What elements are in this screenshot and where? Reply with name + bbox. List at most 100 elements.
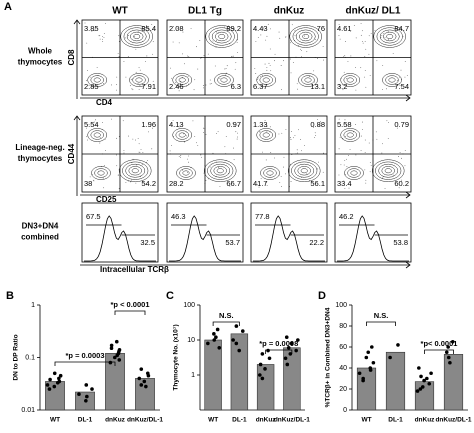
event-dot (387, 30, 389, 32)
event-dot (344, 119, 346, 121)
event-dot (138, 143, 140, 145)
y-tick-label: 40 (339, 365, 347, 372)
y-tick-label: 1 (191, 372, 195, 379)
event-dot (209, 166, 211, 168)
event-dot (231, 56, 233, 57)
event-dot (128, 34, 130, 36)
quadrant-value: 85.4 (141, 24, 156, 33)
event-dot (123, 61, 125, 62)
event-dot (344, 55, 346, 57)
event-dot (290, 42, 291, 44)
event-dot (355, 37, 357, 39)
data-point (283, 356, 288, 361)
data-point (215, 327, 220, 332)
event-dot (269, 64, 271, 66)
data-point (263, 367, 267, 371)
event-dot (139, 152, 141, 153)
event-dot (343, 56, 345, 57)
event-dot (285, 129, 287, 131)
event-dot (270, 28, 272, 30)
event-dot (264, 120, 266, 121)
event-dot (205, 84, 207, 86)
event-dot (171, 145, 172, 147)
contour (256, 73, 277, 87)
event-dot (347, 60, 349, 62)
contour (381, 166, 395, 176)
contour (207, 161, 234, 180)
contour (388, 77, 396, 83)
event-dot (339, 181, 341, 183)
contour (125, 163, 146, 178)
data-point (267, 356, 272, 361)
contour (297, 166, 311, 176)
event-dot (178, 90, 180, 92)
event-dot (360, 67, 362, 69)
event-dot (398, 83, 400, 84)
quadrant-value: 41.7 (253, 179, 268, 188)
event-dot (315, 39, 317, 41)
x-tick-label: DL-1 (78, 417, 93, 424)
gate-value: 46.3 (171, 212, 186, 221)
data-point (258, 362, 263, 367)
event-dot (186, 158, 188, 160)
contour (182, 170, 190, 176)
event-dot (237, 132, 238, 134)
event-dot (173, 26, 174, 27)
event-dot (260, 178, 262, 180)
event-dot (369, 162, 371, 164)
event-dot (292, 137, 294, 139)
data-point (109, 343, 114, 348)
y-tick-label: 0 (343, 407, 347, 414)
data-point (137, 376, 142, 381)
event-dot (365, 179, 367, 181)
gate-value: 32.5 (140, 238, 155, 247)
event-dot (145, 60, 147, 62)
plot-frame (81, 202, 159, 263)
event-dot (200, 154, 202, 156)
quadrant-value: 76 (317, 24, 325, 33)
contour (384, 168, 392, 174)
quadrant-value: 5.58 (337, 120, 352, 129)
event-dot (381, 34, 383, 36)
annotation: *p < 0.0001 (111, 300, 150, 309)
event-dot (322, 46, 324, 47)
event-dot (187, 75, 189, 77)
column-header: DL1 Tg (188, 6, 222, 17)
contour (295, 29, 316, 44)
event-dot (180, 156, 182, 158)
event-dot (296, 149, 298, 151)
event-dot (131, 88, 133, 90)
annotation: *p = 0.0008 (259, 339, 298, 348)
event-dot (217, 33, 219, 34)
contour (294, 163, 315, 178)
event-dot (398, 156, 399, 157)
event-dot (99, 35, 101, 37)
event-dot (175, 82, 176, 84)
contour (340, 73, 361, 87)
contour (256, 128, 277, 142)
data-point (289, 341, 294, 346)
event-dot (142, 152, 144, 154)
annotation: N.S. (219, 311, 234, 320)
data-point (366, 350, 371, 355)
event-dot (122, 120, 124, 122)
quadrant-value: 5.54 (84, 120, 99, 129)
event-dot (399, 85, 401, 87)
event-dot (274, 53, 276, 55)
event-dot (118, 174, 120, 176)
gate-value: 22.2 (309, 238, 324, 247)
contour (220, 77, 228, 83)
event-dot (257, 77, 259, 79)
contour (94, 168, 108, 178)
bar (385, 351, 406, 411)
event-dot (127, 56, 129, 57)
event-dot (364, 69, 366, 71)
contour (343, 75, 357, 85)
contour (97, 170, 105, 176)
contour (205, 25, 238, 48)
quadrant-value: 4.61 (337, 24, 352, 33)
event-dot (87, 139, 88, 141)
event-dot (190, 27, 192, 29)
data-point (117, 348, 122, 352)
